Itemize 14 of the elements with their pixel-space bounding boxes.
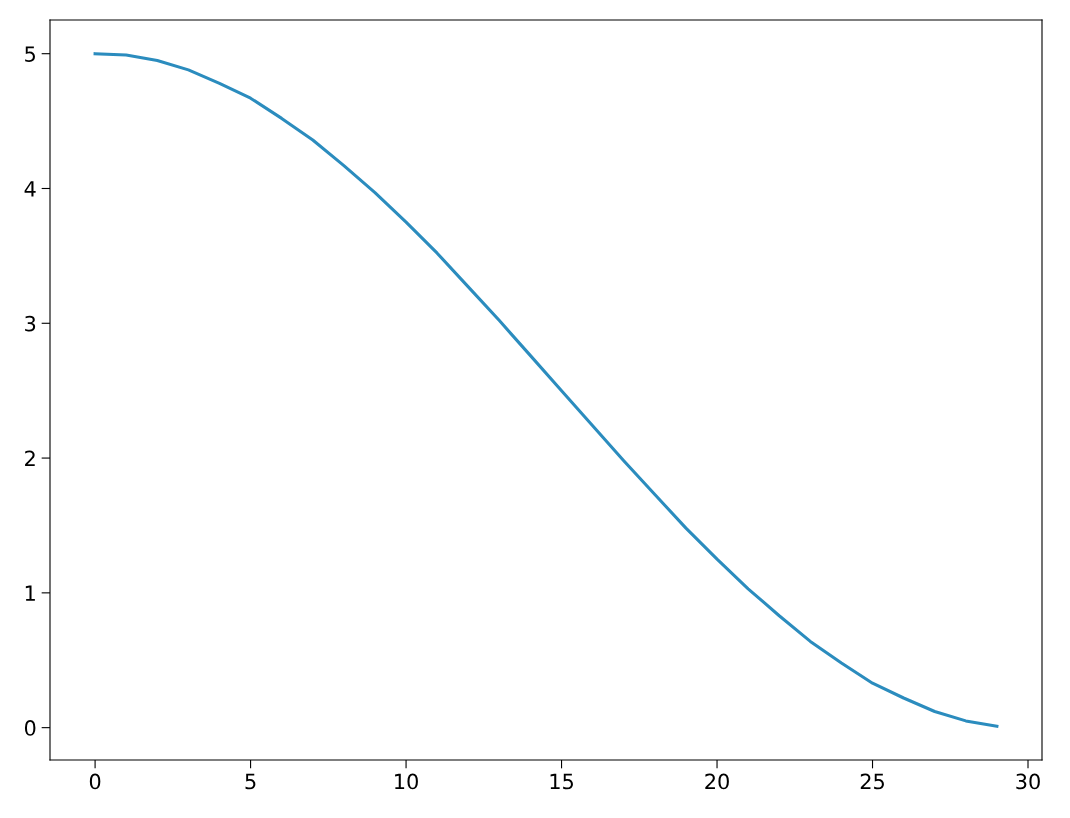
y-tick-label: 1 <box>25 585 35 601</box>
x-tick-label: 25 <box>860 773 884 790</box>
x-tick-label: 10 <box>395 773 418 790</box>
y-tick-label: 4 <box>24 181 36 197</box>
y-tick-label: 2 <box>25 450 35 466</box>
y-tick-label: 5 <box>25 46 35 62</box>
x-tick-label: 5 <box>245 773 256 790</box>
x-tick-label: 15 <box>550 773 573 790</box>
x-tick-label: 0 <box>89 773 101 790</box>
line-series <box>93 52 999 728</box>
y-tick-label: 3 <box>25 315 36 332</box>
y-tick-label: 0 <box>24 720 36 736</box>
x-tick-label: 20 <box>705 773 729 790</box>
x-tick-label: 30 <box>1016 773 1040 790</box>
